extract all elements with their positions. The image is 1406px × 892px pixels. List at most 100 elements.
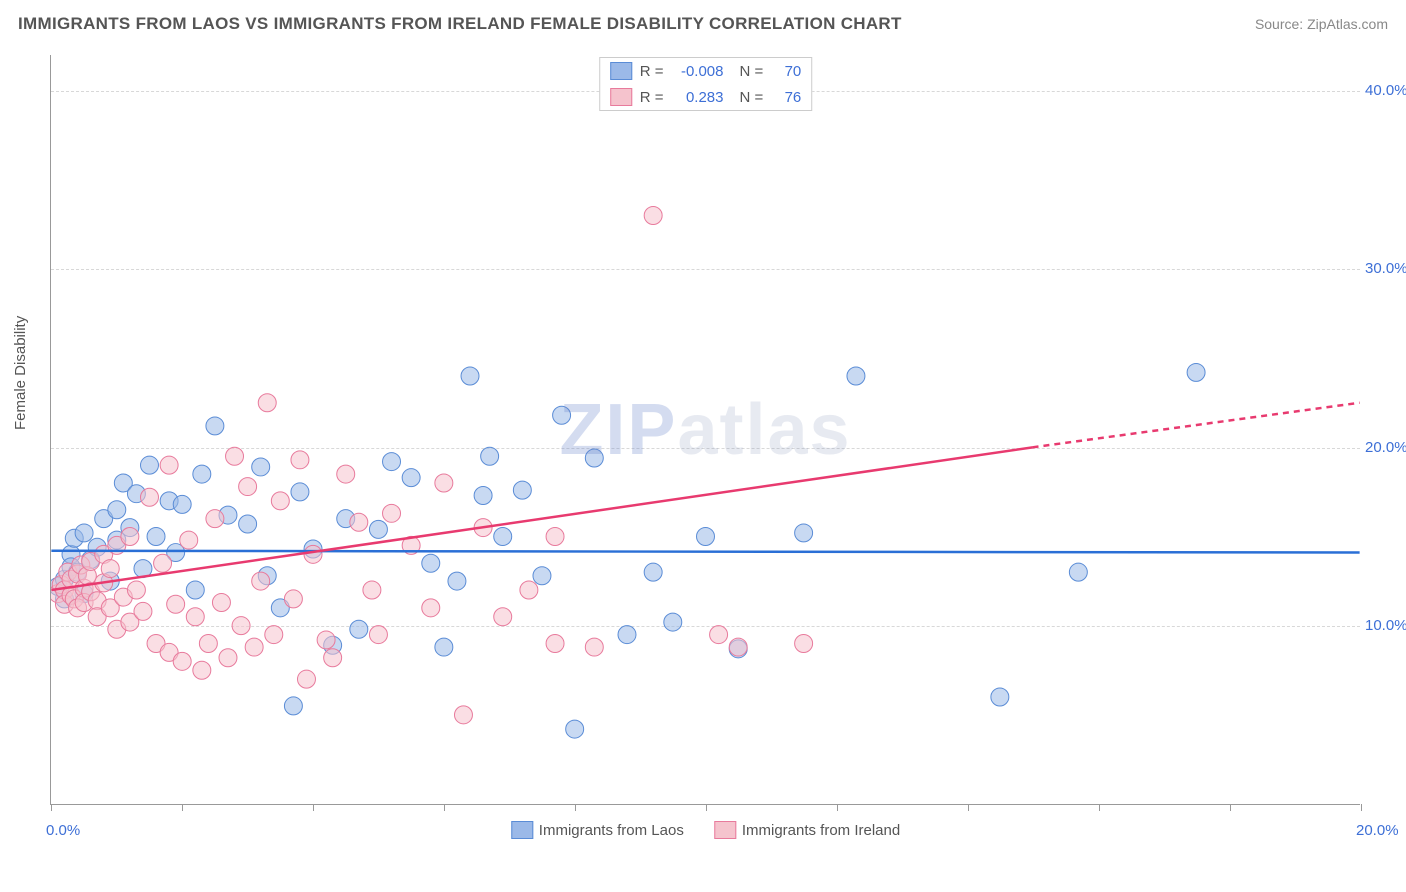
data-point <box>226 447 244 465</box>
trend-line-extrapolated <box>1033 403 1360 448</box>
data-point <box>435 474 453 492</box>
data-point <box>186 581 204 599</box>
data-point <box>154 554 172 572</box>
legend-swatch <box>610 62 632 80</box>
ytick-label: 30.0% <box>1365 260 1406 277</box>
legend-r-value: -0.008 <box>672 63 724 80</box>
ytick-label: 40.0% <box>1365 82 1406 99</box>
xtick-label: 20.0% <box>1356 822 1399 839</box>
legend-r-value: 0.283 <box>672 89 724 106</box>
legend-swatch <box>511 821 533 839</box>
scatter-plot <box>51 55 1360 804</box>
xtick-mark <box>444 804 445 811</box>
data-point <box>186 608 204 626</box>
data-point <box>284 590 302 608</box>
data-point <box>147 528 165 546</box>
data-point <box>271 492 289 510</box>
data-point <box>291 451 309 469</box>
data-point <box>252 572 270 590</box>
data-point <box>350 620 368 638</box>
data-point <box>232 617 250 635</box>
data-point <box>239 515 257 533</box>
data-point <box>317 631 335 649</box>
data-point <box>101 560 119 578</box>
xtick-label: 0.0% <box>46 822 80 839</box>
data-point <box>324 649 342 667</box>
data-point <box>219 649 237 667</box>
ytick-label: 10.0% <box>1365 617 1406 634</box>
data-point <box>193 661 211 679</box>
legend-row: R = -0.008 N = 70 <box>600 58 812 84</box>
data-point <box>520 581 538 599</box>
data-point <box>337 465 355 483</box>
y-axis-label: Female Disability <box>12 316 29 430</box>
chart-title: IMMIGRANTS FROM LAOS VS IMMIGRANTS FROM … <box>18 14 902 34</box>
data-point <box>546 528 564 546</box>
data-point <box>297 670 315 688</box>
chart-area: 10.0%20.0%30.0%40.0% ZIPatlas R = -0.008… <box>50 55 1360 805</box>
data-point <box>206 417 224 435</box>
data-point <box>369 520 387 538</box>
data-point <box>369 626 387 644</box>
data-point <box>167 595 185 613</box>
data-point <box>121 528 139 546</box>
data-point <box>474 486 492 504</box>
xtick-mark <box>837 804 838 811</box>
data-point <box>160 456 178 474</box>
data-point <box>494 528 512 546</box>
trend-line <box>51 551 1359 553</box>
data-point <box>141 456 159 474</box>
series-legend-label: Immigrants from Laos <box>539 822 684 839</box>
data-point <box>644 563 662 581</box>
series-legend: Immigrants from Laos Immigrants from Ire… <box>511 821 900 839</box>
xtick-mark <box>575 804 576 811</box>
data-point <box>173 495 191 513</box>
data-point <box>265 626 283 644</box>
data-point <box>546 635 564 653</box>
legend-n-label: N = <box>740 89 764 106</box>
xtick-mark <box>182 804 183 811</box>
data-point <box>141 488 159 506</box>
legend-swatch <box>610 88 632 106</box>
data-point <box>108 501 126 519</box>
data-point <box>664 613 682 631</box>
legend-n-value: 76 <box>771 89 801 106</box>
data-point <box>533 567 551 585</box>
legend-r-label: R = <box>640 63 664 80</box>
data-point <box>304 545 322 563</box>
legend-swatch <box>714 821 736 839</box>
data-point <box>729 638 747 656</box>
data-point <box>710 626 728 644</box>
xtick-mark <box>51 804 52 811</box>
xtick-mark <box>1230 804 1231 811</box>
legend-row: R = 0.283 N = 76 <box>600 84 812 110</box>
data-point <box>75 524 93 542</box>
data-point <box>258 394 276 412</box>
data-point <box>644 207 662 225</box>
data-point <box>795 524 813 542</box>
data-point <box>553 406 571 424</box>
data-point <box>284 697 302 715</box>
xtick-mark <box>1099 804 1100 811</box>
data-point <box>566 720 584 738</box>
data-point <box>180 531 198 549</box>
data-point <box>245 638 263 656</box>
xtick-mark <box>313 804 314 811</box>
data-point <box>461 367 479 385</box>
data-point <box>173 652 191 670</box>
ytick-label: 20.0% <box>1365 439 1406 456</box>
series-legend-item: Immigrants from Ireland <box>714 821 900 839</box>
data-point <box>585 449 603 467</box>
data-point <box>402 469 420 487</box>
data-point <box>252 458 270 476</box>
data-point <box>239 478 257 496</box>
series-legend-item: Immigrants from Laos <box>511 821 684 839</box>
data-point <box>193 465 211 483</box>
legend-n-label: N = <box>740 63 764 80</box>
series-legend-label: Immigrants from Ireland <box>742 822 900 839</box>
legend-n-value: 70 <box>771 63 801 80</box>
data-point <box>448 572 466 590</box>
data-point <box>454 706 472 724</box>
data-point <box>1069 563 1087 581</box>
data-point <box>206 510 224 528</box>
